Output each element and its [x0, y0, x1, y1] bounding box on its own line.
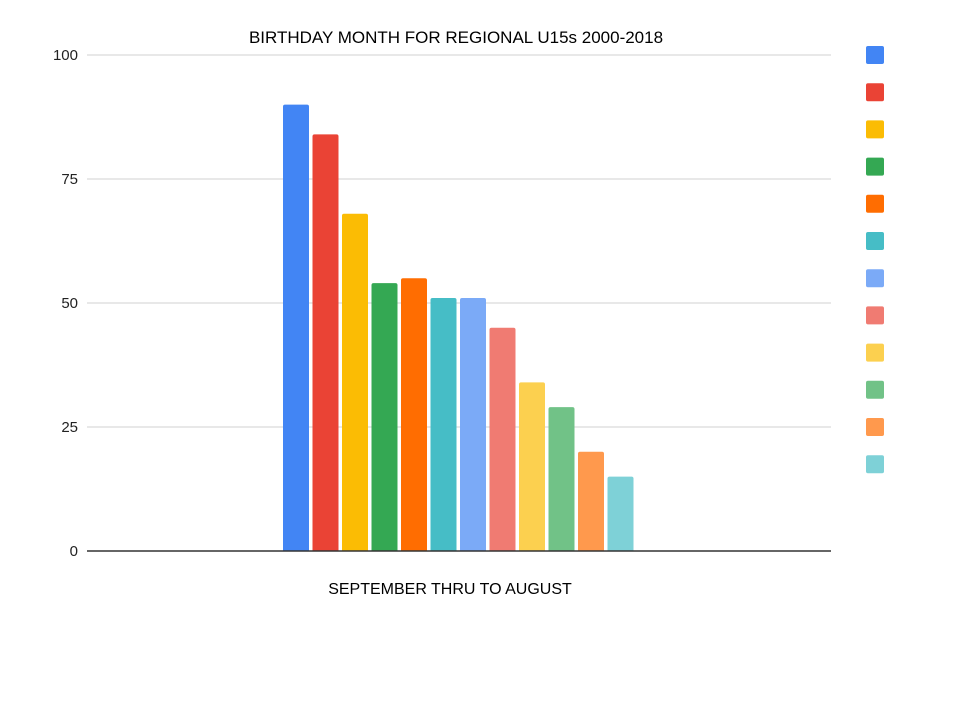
legend-swatch — [866, 269, 884, 288]
chart-title: BIRTHDAY MONTH FOR REGIONAL U15s 2000-20… — [249, 28, 663, 47]
gridlines — [87, 54, 831, 428]
legend — [866, 46, 884, 474]
bar — [430, 298, 457, 551]
legend-swatch — [866, 232, 884, 250]
y-tick-label: 0 — [70, 543, 78, 560]
y-tick-label: 100 — [53, 47, 78, 64]
bar — [548, 407, 575, 551]
bar — [578, 451, 604, 551]
bar — [460, 298, 486, 551]
y-tick-label: 75 — [61, 171, 78, 188]
x-axis-label: SEPTEMBER THRU TO AUGUST — [328, 581, 572, 598]
bar — [401, 278, 427, 551]
y-axis-ticks: 0 25 50 75 100 — [53, 47, 78, 560]
legend-swatch — [866, 343, 884, 362]
legend-swatch — [866, 380, 884, 399]
bar — [312, 134, 339, 552]
bars — [283, 104, 634, 552]
legend-swatch — [866, 194, 884, 213]
bar — [371, 283, 398, 551]
legend-swatch — [866, 120, 884, 139]
bar — [342, 213, 368, 551]
bar — [519, 382, 545, 551]
legend-swatch — [866, 306, 884, 325]
legend-swatch — [866, 455, 884, 474]
bar — [607, 476, 634, 551]
legend-swatch — [866, 418, 884, 436]
bar — [283, 104, 309, 551]
legend-swatch — [866, 157, 884, 176]
legend-swatch — [866, 83, 884, 102]
legend-swatch — [866, 46, 884, 64]
y-tick-label: 50 — [61, 295, 78, 312]
bar — [489, 327, 516, 551]
y-tick-label: 25 — [61, 419, 78, 436]
